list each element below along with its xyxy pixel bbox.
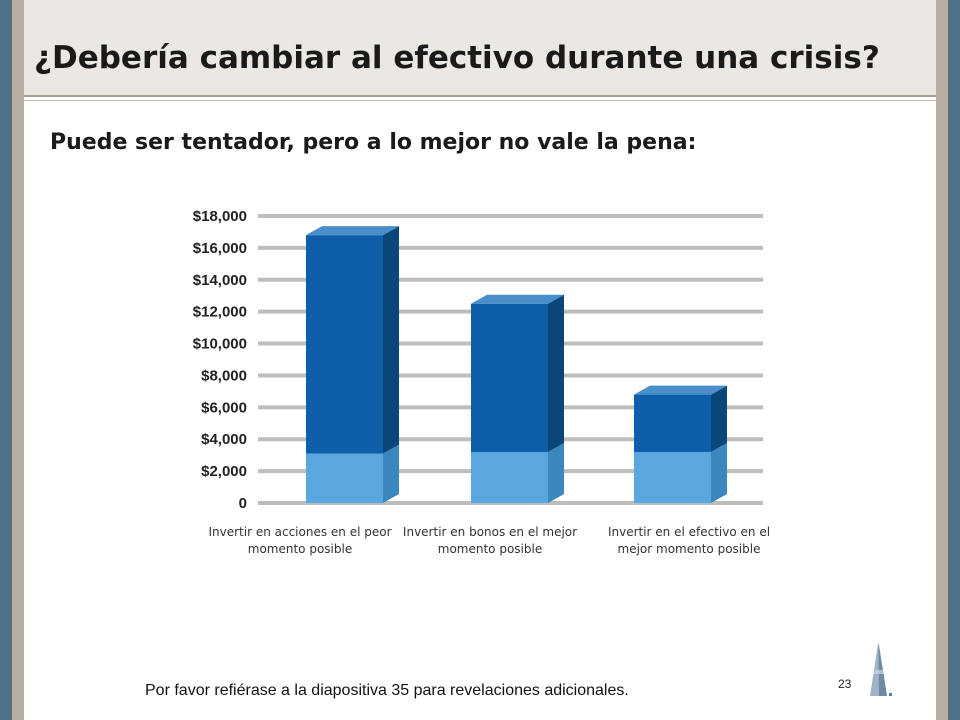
bar-segment-top	[306, 235, 383, 454]
bar-segment-top	[471, 303, 548, 452]
bar-side-base	[383, 444, 399, 503]
x-tick-label-bonds: Invertir en bonos en el mejor momento po…	[402, 525, 578, 556]
x-tick-label-cash: Invertir en el efectivo en el mejor mome…	[607, 525, 771, 556]
title-divider-thin	[24, 100, 936, 101]
bar-side-base	[548, 442, 564, 503]
bar-cap	[471, 294, 564, 304]
title-divider	[24, 95, 936, 97]
y-tick-label: 0	[239, 495, 247, 512]
bar-cap	[634, 385, 727, 395]
footnote: Por favor refiérase a la diapositiva 35 …	[145, 682, 629, 699]
y-tick-label: $6,000	[201, 399, 247, 416]
slide-subtitle: Puede ser tentador, pero a lo mejor no v…	[50, 130, 697, 155]
y-tick-label: $18,000	[193, 208, 247, 225]
y-tick-label: $16,000	[193, 240, 247, 257]
bar-cap	[306, 226, 399, 236]
y-tick-label: $10,000	[193, 336, 247, 353]
bar-side-top	[383, 226, 399, 454]
bar-segment-base	[306, 453, 383, 503]
bar-segment-base	[471, 451, 548, 503]
bar-segment-base	[634, 451, 711, 503]
page-number: 23	[838, 677, 852, 691]
pyramid-building-logo-icon	[870, 644, 892, 696]
x-tick-label-stocks: Invertir en acciones en el peor momento …	[208, 525, 392, 556]
bar-segment-top	[634, 394, 711, 452]
y-tick-label: $2,000	[201, 463, 247, 480]
y-tick-label: $8,000	[201, 367, 247, 384]
title-band	[24, 0, 936, 95]
y-tick-label: $12,000	[193, 304, 247, 321]
y-tick-label: $4,000	[201, 431, 247, 448]
y-tick-label: $14,000	[193, 272, 247, 289]
slide-title: ¿Debería cambiar al efectivo durante una…	[34, 40, 880, 76]
bar-side-top	[711, 385, 727, 452]
bar-side-top	[548, 294, 564, 452]
bar-side-base	[711, 442, 727, 503]
